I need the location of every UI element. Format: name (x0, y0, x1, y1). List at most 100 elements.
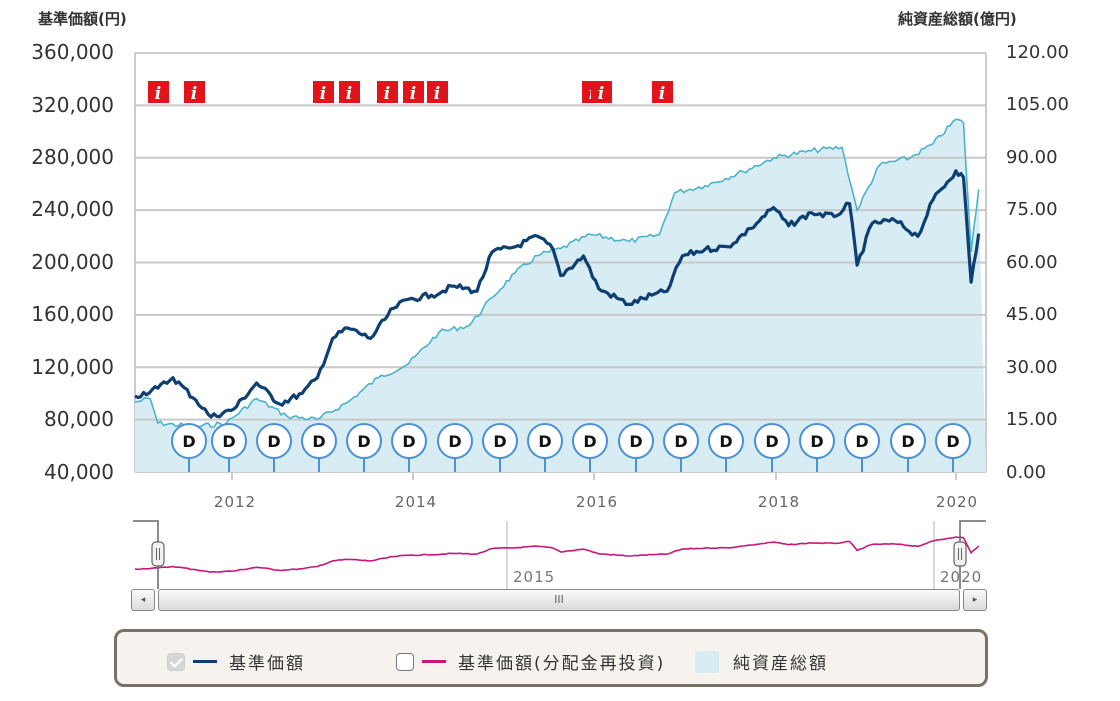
x-tick: 2014 (394, 493, 438, 511)
svg-text:D: D (855, 432, 868, 451)
svg-text:D: D (810, 432, 823, 451)
svg-text:D: D (583, 432, 596, 451)
y-tick-left: 240,000 (31, 197, 114, 221)
legend-item-net-assets[interactable]: 純資産総額 (695, 649, 828, 674)
y-tick-left: 280,000 (31, 145, 114, 169)
legend-label: 純資産総額 (733, 654, 828, 674)
svg-text:D: D (267, 432, 280, 451)
y-tick-left: 40,000 (44, 460, 114, 484)
navigator-label-2020: 2020 (940, 568, 983, 586)
info-marker-icon[interactable]: i (652, 81, 673, 104)
line-swatch-icon (422, 660, 446, 663)
navigator-left-handle[interactable] (151, 541, 165, 567)
legend-item-nav[interactable]: 基準価額 (167, 649, 305, 674)
right-axis-title: 純資産総額(億円) (898, 10, 1017, 28)
dividend-marker-icon[interactable]: D (346, 423, 382, 472)
svg-text:D: D (493, 432, 506, 451)
legend: 基準価額 基準価額(分配金再投資) 純資産総額 (114, 629, 988, 687)
dividend-marker-icon[interactable]: D (256, 423, 292, 472)
dividend-marker-icon[interactable]: D (618, 423, 654, 472)
svg-text:i: i (155, 84, 161, 104)
svg-text:D: D (538, 432, 551, 451)
info-marker-icon[interactable]: i (403, 81, 424, 104)
info-marker-icon[interactable]: i (313, 81, 334, 104)
dividend-marker-icon[interactable]: D (391, 423, 427, 472)
x-tick: 2012 (213, 493, 257, 511)
y-tick-right: 30.00 (1006, 357, 1058, 378)
dividend-marker-icon[interactable]: D (572, 423, 608, 472)
nav-line (134, 169, 981, 419)
svg-text:D: D (946, 432, 959, 451)
net-assets-line (134, 118, 980, 428)
dividend-marker-icon[interactable]: D (754, 423, 790, 472)
svg-text:i: i (384, 84, 390, 104)
svg-text:i: i (191, 84, 197, 104)
info-marker-icon[interactable]: i (339, 81, 360, 104)
svg-text:D: D (719, 432, 732, 451)
dividend-marker-icon[interactable]: D (211, 423, 247, 472)
dividend-marker-icon[interactable]: D (663, 423, 699, 472)
dividend-marker-icon[interactable]: D (171, 423, 207, 472)
dividend-marker-icon[interactable]: D (935, 423, 971, 472)
navigator-label-2015: 2015 (513, 568, 556, 586)
x-tick: 2018 (757, 493, 801, 511)
y-tick-right: 120.00 (1006, 42, 1069, 63)
dividend-marker-icon[interactable]: D (890, 423, 926, 472)
info-marker-icon[interactable]: i (591, 81, 612, 104)
arrow-left-icon: ◂ (140, 595, 146, 605)
dividend-marker-icon[interactable]: D (482, 423, 518, 472)
navigator-scrollbar[interactable]: ◂ III ▸ (131, 589, 987, 612)
y-tick-left: 160,000 (31, 302, 114, 326)
info-marker-icon[interactable]: i (148, 81, 169, 104)
navigator-right-handle[interactable] (953, 541, 967, 567)
arrow-right-icon: ▸ (972, 595, 978, 605)
scrollbar-thumb[interactable]: III (158, 589, 960, 611)
y-tick-left: 80,000 (44, 407, 114, 431)
y-tick-right: 0.00 (1006, 462, 1047, 483)
svg-text:D: D (357, 432, 370, 451)
y-tick-right: 75.00 (1006, 199, 1058, 220)
area-swatch-icon (695, 650, 719, 673)
scroll-right-button[interactable]: ▸ (963, 589, 987, 611)
dividend-marker-icon[interactable]: D (844, 423, 880, 472)
svg-text:i: i (659, 84, 665, 104)
svg-text:D: D (402, 432, 415, 451)
y-tick-left: 120,000 (31, 355, 114, 379)
info-markers: iiiiiiiiii (148, 81, 673, 104)
dividend-marker-icon[interactable]: D (301, 423, 337, 472)
svg-text:i: i (346, 84, 352, 104)
svg-text:D: D (629, 432, 642, 451)
svg-text:D: D (182, 432, 195, 451)
dividend-marker-icon[interactable]: D (527, 423, 563, 472)
svg-text:D: D (674, 432, 687, 451)
y-tick-right: 105.00 (1006, 94, 1069, 115)
legend-label: 基準価額 (229, 654, 305, 674)
scroll-left-button[interactable]: ◂ (131, 589, 155, 611)
y-tick-left: 320,000 (31, 93, 114, 117)
dividend-marker-icon[interactable]: D (799, 423, 835, 472)
dividend-marker-icon[interactable]: D (437, 423, 473, 472)
legend-item-nav-reinvested[interactable]: 基準価額(分配金再投資) (396, 649, 665, 674)
x-tick: 2020 (935, 493, 979, 511)
y-tick-right: 60.00 (1006, 252, 1058, 273)
grip-icon: III (554, 593, 564, 606)
info-marker-icon[interactable]: i (427, 81, 448, 104)
checkbox-checked-icon[interactable] (167, 652, 185, 671)
checkbox-unchecked-icon[interactable] (396, 652, 414, 671)
svg-text:i: i (434, 84, 440, 104)
svg-text:i: i (320, 84, 326, 104)
y-tick-left: 360,000 (31, 40, 114, 64)
x-tick: 2016 (575, 493, 619, 511)
svg-text:D: D (312, 432, 325, 451)
line-swatch-icon (193, 660, 217, 663)
y-tick-right: 45.00 (1006, 304, 1058, 325)
dividend-marker-icon[interactable]: D (708, 423, 744, 472)
info-marker-icon[interactable]: i (184, 81, 205, 104)
info-marker-icon[interactable]: i (377, 81, 398, 104)
svg-text:D: D (448, 432, 461, 451)
legend-label: 基準価額(分配金再投資) (458, 654, 666, 674)
x-tick-marks (231, 472, 957, 480)
navigator[interactable] (133, 520, 986, 589)
